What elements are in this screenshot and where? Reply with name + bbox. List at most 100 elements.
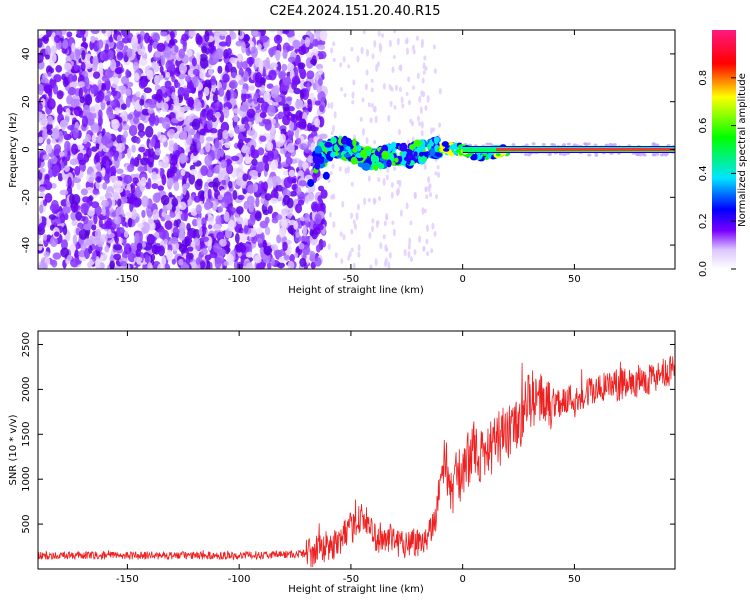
- ridge-cell: [307, 178, 315, 187]
- heat-cell: [157, 74, 164, 81]
- heat-cell: [85, 133, 92, 142]
- heat-cell: [143, 102, 150, 109]
- snr-y-ticks: 500 1000 1500 2000 2500: [21, 332, 675, 534]
- heat-cell: [60, 239, 68, 251]
- heat-cell: [125, 95, 131, 108]
- heat-cell: [242, 70, 249, 82]
- heat-cell: [413, 249, 417, 256]
- heat-cell: [330, 47, 334, 54]
- heat-cell: [374, 258, 378, 267]
- ridge-cell: [339, 145, 344, 152]
- heat-cell: [160, 54, 166, 66]
- heat-cell: [339, 231, 343, 237]
- heat-cell: [304, 36, 311, 48]
- heat-cell: [396, 179, 400, 185]
- heat-cell: [179, 130, 188, 141]
- heat-cell: [317, 90, 326, 103]
- heat-cell: [66, 254, 73, 262]
- heat-cell: [371, 225, 375, 233]
- heat-cell: [382, 82, 386, 90]
- heat-cell: [194, 179, 203, 191]
- heat-cell: [391, 220, 395, 225]
- heat-cell: [224, 141, 232, 149]
- heat-cell: [72, 234, 78, 246]
- heat-cell: [270, 244, 279, 252]
- heat-cell: [45, 45, 51, 57]
- heat-cell: [46, 129, 53, 136]
- heat-cell: [388, 251, 392, 259]
- x-tick-label: 50: [568, 574, 581, 585]
- heat-cell: [331, 124, 335, 133]
- heat-cell: [101, 83, 107, 92]
- x-tick-label: -100: [228, 274, 251, 285]
- heat-cell: [154, 148, 162, 156]
- heat-cell: [327, 243, 331, 251]
- heat-cell: [367, 175, 371, 182]
- heat-cell: [90, 35, 96, 44]
- heat-cell: [428, 192, 432, 198]
- heat-cell: [102, 53, 111, 61]
- heat-cell: [347, 64, 351, 69]
- heat-cell: [385, 247, 389, 252]
- heat-cell: [204, 191, 209, 200]
- x-tick-label: -50: [343, 274, 359, 285]
- heat-cell: [420, 90, 424, 97]
- heat-cell: [377, 30, 381, 37]
- heat-cell: [152, 209, 160, 221]
- heat-cell: [216, 231, 225, 242]
- heat-cell: [217, 65, 223, 74]
- heat-cell: [94, 205, 102, 217]
- heat-cell: [56, 104, 63, 115]
- heat-cell: [199, 128, 206, 136]
- heat-cell: [55, 65, 63, 73]
- heat-cell: [347, 254, 351, 261]
- heat-cell: [53, 74, 62, 83]
- heat-cell: [398, 86, 402, 93]
- y-tick-label: 0: [21, 146, 32, 152]
- heat-cell: [254, 112, 260, 125]
- heat-cell: [370, 102, 374, 108]
- heat-cell: [367, 197, 371, 203]
- heat-cell: [38, 186, 46, 192]
- heat-cell: [264, 193, 272, 201]
- heat-cell: [161, 255, 167, 267]
- heat-cell: [204, 154, 213, 167]
- heat-cell: [182, 87, 191, 95]
- heat-cell: [78, 229, 88, 240]
- heat-cell: [314, 72, 319, 81]
- ridge-cell: [429, 141, 434, 147]
- heat-cell: [83, 153, 90, 163]
- colorbar-tick-label: 0.0: [698, 261, 709, 277]
- heat-cell: [385, 212, 389, 221]
- heat-cell: [57, 173, 63, 182]
- heat-cell: [79, 164, 85, 171]
- heat-cell: [378, 42, 382, 49]
- heat-cell: [92, 71, 101, 79]
- heat-cell: [425, 194, 429, 200]
- heat-cell: [138, 146, 146, 153]
- heat-cell: [113, 76, 120, 85]
- heat-cell: [126, 81, 134, 87]
- heat-cell: [604, 143, 609, 147]
- heat-cell: [159, 134, 167, 143]
- heat-cell: [87, 261, 93, 268]
- heat-cell: [226, 163, 234, 175]
- heat-cell: [415, 35, 419, 42]
- heat-cell: [90, 122, 99, 134]
- heat-cell: [110, 90, 118, 97]
- ridge-cell: [399, 142, 408, 152]
- heat-cell: [612, 143, 617, 147]
- heat-cell: [327, 179, 331, 184]
- ridge-cell: [365, 149, 372, 157]
- heat-cell: [89, 105, 99, 114]
- heat-cell: [250, 144, 256, 157]
- heat-cell: [178, 48, 186, 59]
- heat-cell: [97, 134, 103, 145]
- heat-cell: [69, 193, 75, 205]
- heat-cell: [157, 185, 165, 191]
- heat-cell: [91, 134, 97, 143]
- heat-cell: [156, 42, 166, 52]
- heat-cell: [83, 104, 91, 117]
- heat-cell: [362, 30, 366, 35]
- heat-cell: [301, 234, 309, 241]
